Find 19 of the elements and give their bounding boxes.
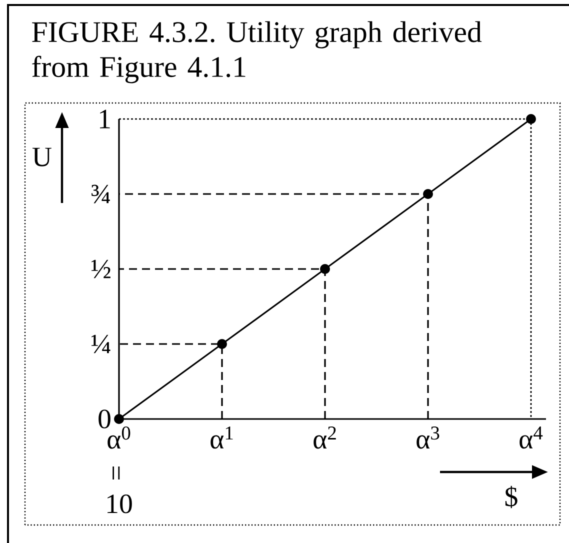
y-tick-label: 1	[100, 110, 110, 128]
point	[320, 264, 330, 274]
x-axis-title: $	[505, 486, 518, 508]
x-tick-label: α$^{1}$	[210, 426, 233, 449]
chart-title: FIGURE 4.3.2. Utility graph derived from Figure 4.1.1	[32, 21, 482, 84]
x-tick-label: α$^{3}$	[416, 426, 440, 449]
point	[526, 114, 536, 124]
y-axis-title: U	[32, 148, 52, 166]
y-tick-label: 0	[98, 410, 110, 428]
text: 10	[108, 494, 132, 514]
x-tick-label: α$^{4}$	[520, 426, 543, 449]
point	[217, 339, 227, 349]
x-tick-label: α$^{0}$	[108, 426, 130, 449]
x-tick-label: α$^{2}$	[314, 426, 336, 449]
y-tick-label: ¾	[92, 184, 110, 204]
point	[114, 414, 124, 424]
y-tick-label: ½	[91, 260, 110, 278]
y-tick-label: ¼	[91, 334, 110, 354]
text: =	[112, 466, 120, 480]
